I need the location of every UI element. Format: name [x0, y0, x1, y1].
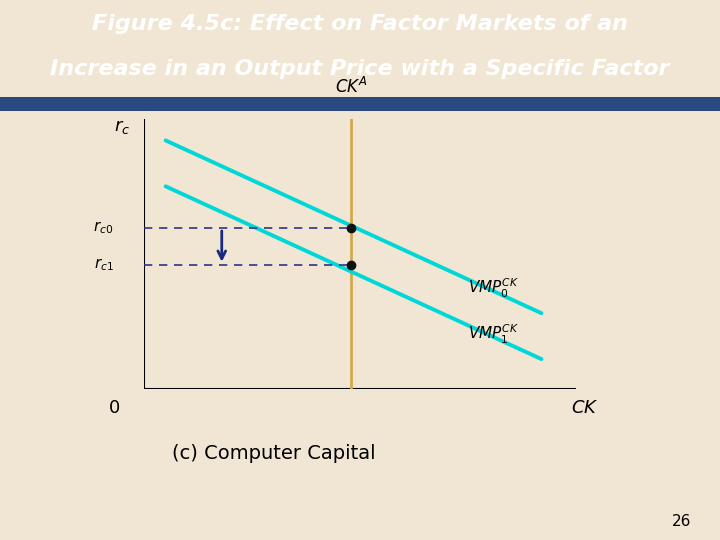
Text: $VMP_0^{CK}$: $VMP_0^{CK}$ [468, 278, 519, 300]
Text: (c) Computer Capital: (c) Computer Capital [172, 444, 375, 463]
Text: 26: 26 [672, 514, 691, 529]
Text: $0$: $0$ [108, 399, 120, 417]
Text: Increase in an Output Price with a Specific Factor: Increase in an Output Price with a Speci… [50, 59, 670, 79]
Text: $r_{c0}$: $r_{c0}$ [94, 220, 114, 237]
Text: $VMP_1^{CK}$: $VMP_1^{CK}$ [468, 323, 519, 346]
Text: $CK$: $CK$ [571, 399, 598, 417]
Bar [0, 97, 720, 111]
Text: $r_{c1}$: $r_{c1}$ [94, 256, 114, 273]
Text: $r_c$: $r_c$ [114, 118, 130, 136]
Text: Figure 4.5c: Effect on Factor Markets of an: Figure 4.5c: Effect on Factor Markets of… [92, 15, 628, 35]
Text: $CK^A$: $CK^A$ [335, 77, 368, 97]
